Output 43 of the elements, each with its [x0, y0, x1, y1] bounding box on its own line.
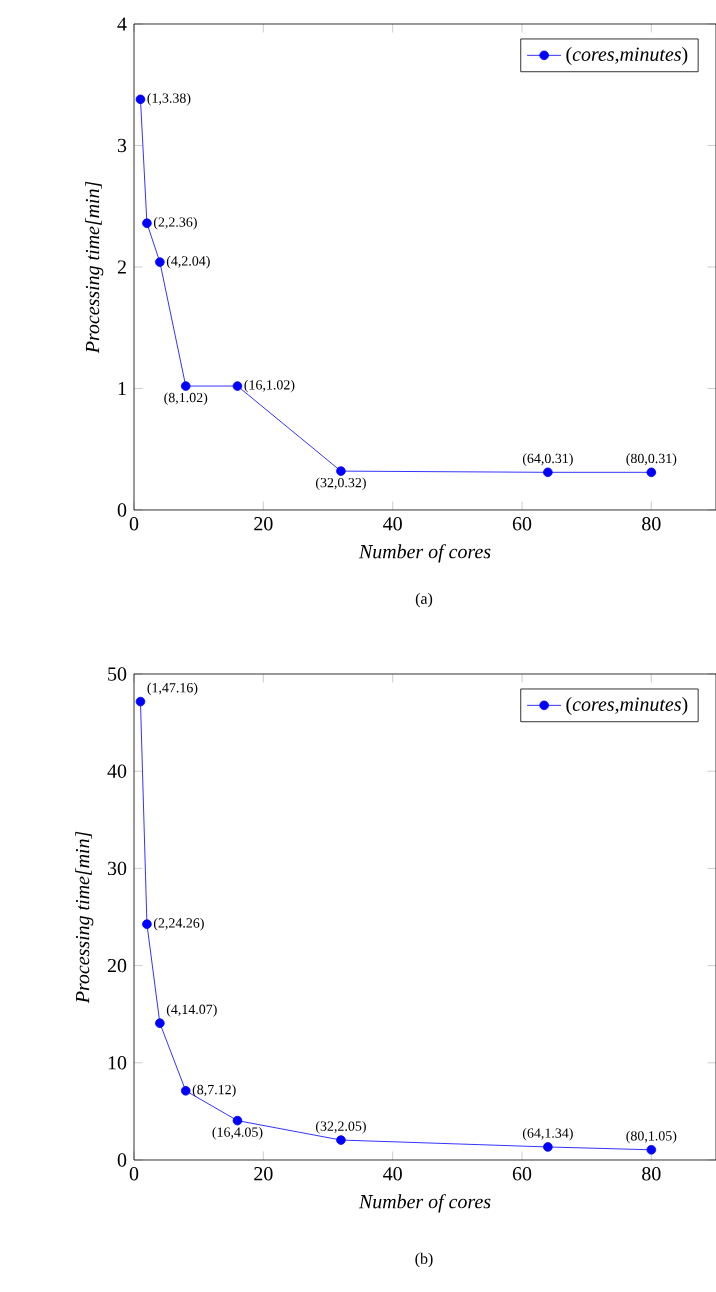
x-axis-title: Number of cores [358, 544, 491, 563]
x-tick-label: 80 [642, 1167, 661, 1181]
point [155, 257, 165, 267]
x-tick-label: 40 [383, 517, 402, 531]
x-tick-label: 20 [254, 1167, 273, 1181]
point [232, 1115, 243, 1126]
x-tick-label: 0 [129, 1167, 139, 1181]
y-tick-label: 3 [117, 138, 127, 153]
x-tick-label: 40 [383, 1167, 402, 1181]
point [142, 218, 152, 229]
y-tick-label: 50 [108, 667, 127, 681]
y-tick-label: 20 [107, 958, 127, 973]
y-axis-title: Processing time[min] [85, 181, 104, 354]
x-tick-label: 80 [642, 517, 661, 531]
point [543, 1142, 553, 1152]
y-tick-label: 10 [108, 1056, 127, 1070]
y-tick-label: 4 [117, 17, 127, 31]
point [135, 94, 146, 105]
x-tick-label: 20 [254, 517, 273, 531]
legend-label: (cores,minutes) [566, 696, 688, 716]
point [336, 1135, 346, 1145]
point [646, 1145, 657, 1155]
x-tick-label: 60 [512, 1167, 532, 1181]
legend-label: (cores,minutes) [566, 46, 688, 66]
x-tick-label: 60 [512, 517, 532, 531]
point [155, 1018, 165, 1029]
y-tick-label: 0 [117, 1153, 127, 1167]
point [180, 381, 191, 391]
x-axis-title: Number of cores [358, 1194, 491, 1213]
point [543, 467, 553, 478]
y-tick-label: 2 [117, 260, 126, 274]
y-tick-label: 1 [118, 381, 126, 396]
y-axis-title: Processing time[min] [75, 831, 94, 1004]
point [232, 381, 243, 391]
y-tick-label: 30 [108, 861, 127, 876]
x-tick-label: 0 [129, 517, 139, 531]
y-tick-label: 40 [107, 764, 127, 778]
point [336, 466, 346, 476]
point [142, 919, 152, 929]
point [180, 1086, 191, 1096]
point [135, 696, 146, 707]
point [646, 467, 657, 478]
y-tick-label: 0 [117, 503, 127, 517]
